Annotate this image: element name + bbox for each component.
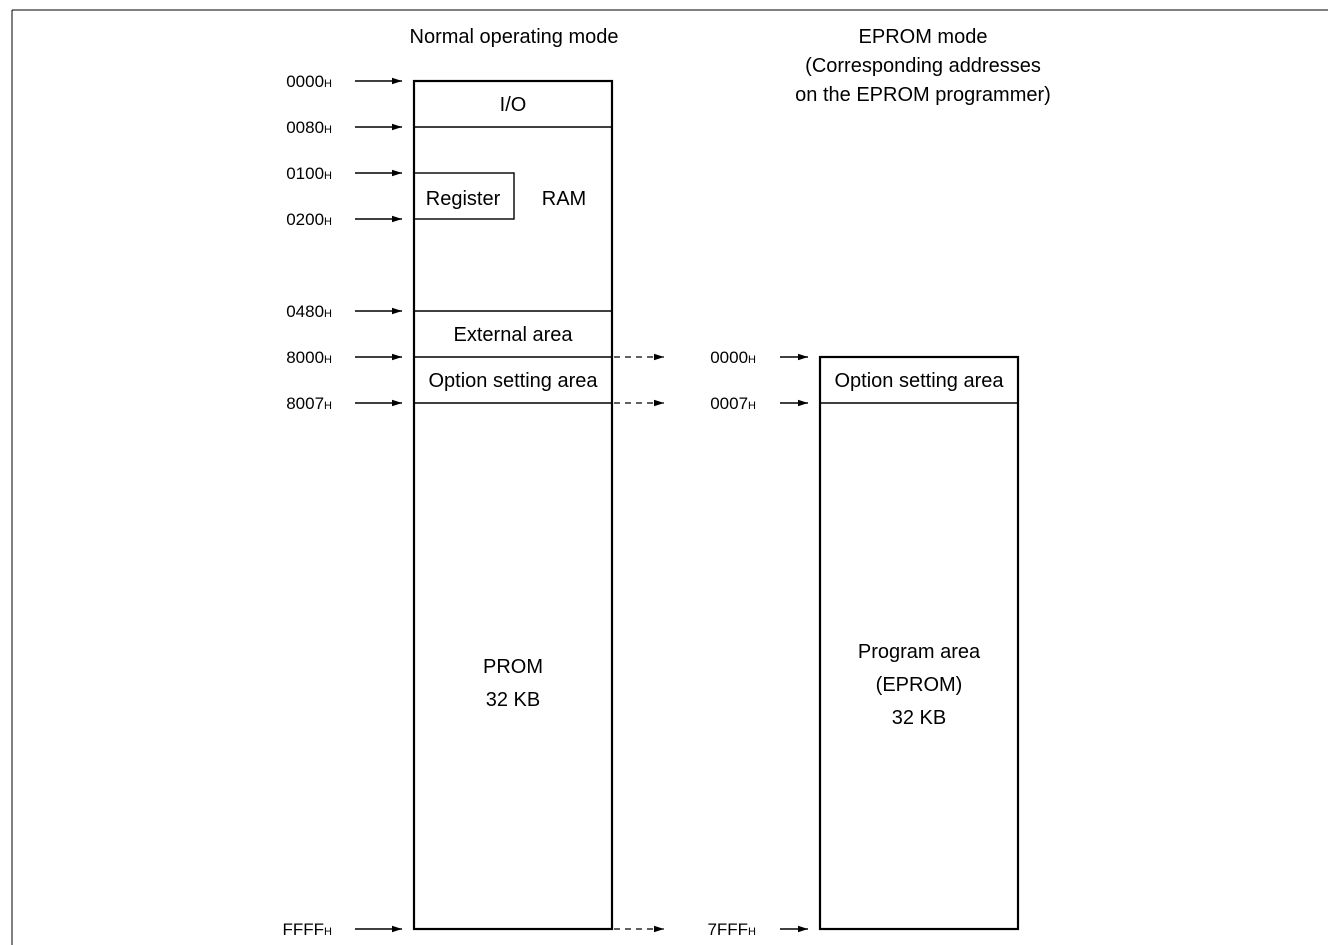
eprom-memory-map: Option setting area Program area (EPROM)… — [818, 355, 1020, 931]
eprom-address-label: 0000H — [710, 348, 756, 367]
program-area-size-label: 32 KB — [892, 707, 946, 729]
address-label: 0100H — [286, 164, 332, 183]
prom-size-label: 32 KB — [486, 689, 540, 711]
address-label: 0480H — [286, 302, 332, 321]
address-label: 0200H — [286, 210, 332, 229]
normal-memory-map: I/O Register RAM External area Option se… — [412, 79, 614, 931]
program-area-type-label: (EPROM) — [876, 674, 963, 696]
io-area-label: I/O — [500, 94, 527, 116]
option-setting-area-label: Option setting area — [429, 370, 599, 392]
eprom-map-outline — [818, 355, 1020, 931]
address-label: 0000H — [286, 72, 332, 91]
eprom-address-label: 7FFFH — [707, 920, 756, 939]
program-area-label: Program area — [858, 641, 981, 663]
eprom-address-list: 0000H 0007H 7FFFH — [707, 348, 808, 939]
register-box — [413, 172, 515, 220]
normal-address-list: 0000H 0080H 0100H 0200H 0480H 8000H 8007… — [283, 72, 402, 939]
eprom-mode-subtitle-1: (Corresponding addresses — [805, 55, 1041, 77]
address-label: FFFFH — [283, 920, 333, 939]
address-label: 0080H — [286, 118, 332, 137]
prom-area-label: PROM — [483, 656, 543, 678]
address-label: 8000H — [286, 348, 332, 367]
eprom-address-label: 0007H — [710, 394, 756, 413]
eprom-option-setting-area-label: Option setting area — [835, 370, 1005, 392]
external-area-label: External area — [454, 324, 574, 346]
normal-map-outline — [412, 79, 614, 931]
ram-area-label: RAM — [542, 188, 586, 210]
correspondence-arrows — [614, 353, 664, 933]
eprom-mode-subtitle-2: on the EPROM programmer) — [795, 84, 1051, 106]
register-area-label: Register — [426, 188, 501, 210]
address-label: 8007H — [286, 394, 332, 413]
normal-mode-title: Normal operating mode — [410, 26, 619, 48]
eprom-mode-title: EPROM mode — [859, 26, 988, 48]
